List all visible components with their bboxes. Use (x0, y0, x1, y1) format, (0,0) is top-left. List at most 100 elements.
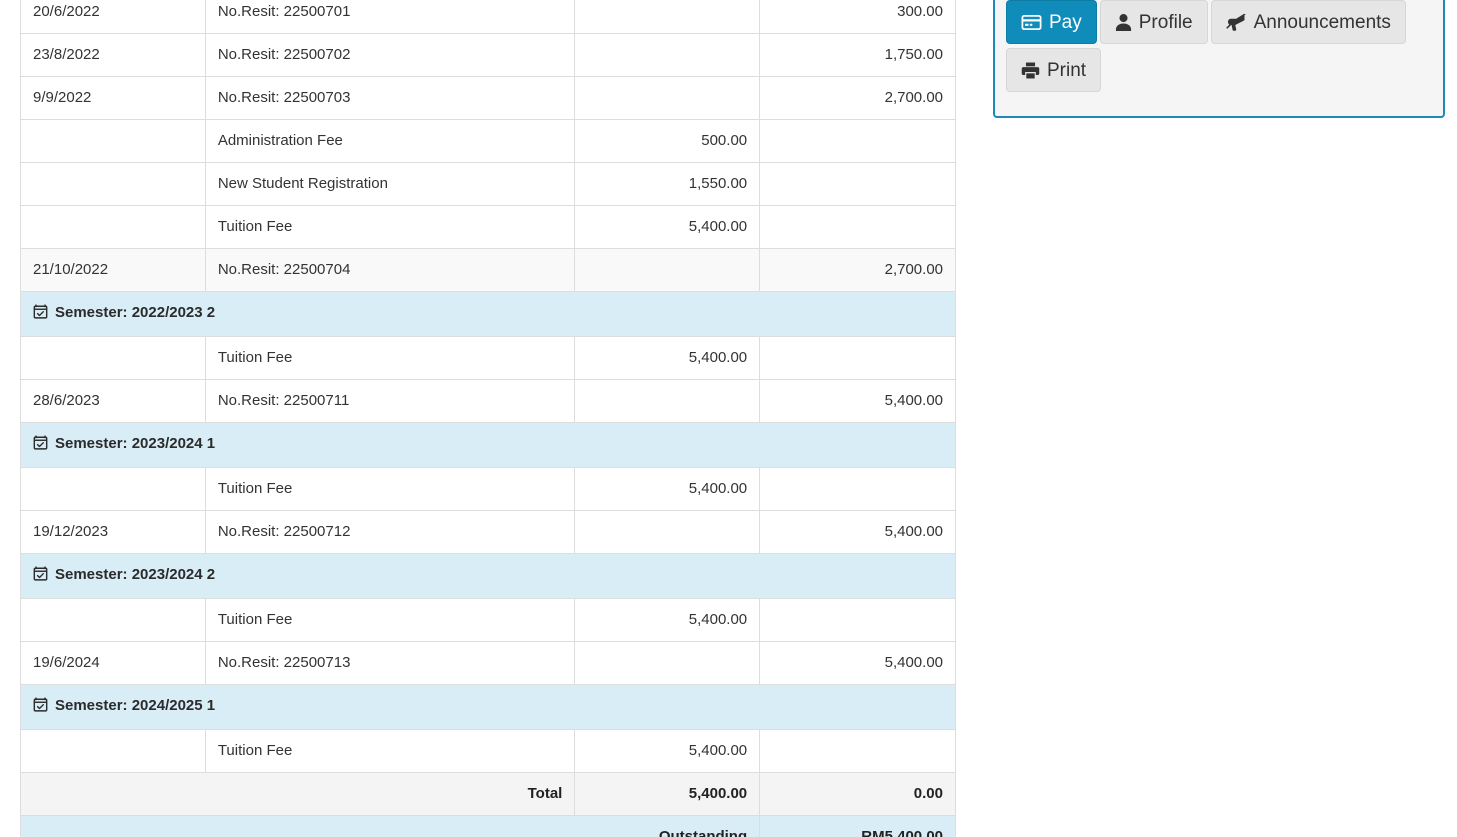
announcements-button[interactable]: Announcements (1210, 0, 1406, 44)
semester-header-row: Semester: 2023/2024 1 (20, 422, 956, 468)
statement-table-body: 20/6/2022 No.Resit: 22500701 300.00 23/8/20… (19, 0, 956, 837)
row-description: Tuition Fee (204, 729, 576, 773)
calendar-check-icon (33, 566, 48, 587)
outstanding-row: Outstanding RM5,400.00 (19, 815, 956, 837)
row-debit: 5,400.00 (574, 467, 761, 511)
credit-card-icon (1021, 12, 1042, 33)
semester-header-row: Semester: 2022/2023 2 (20, 291, 956, 337)
outstanding-amount: RM5,400.00 (759, 815, 956, 837)
row-credit (759, 467, 956, 511)
calendar-check-icon (33, 435, 48, 456)
semester-header-cell: Semester: 2022/2023 2 (20, 291, 956, 337)
row-description: No.Resit: 22500702 (204, 33, 576, 77)
row-description: No.Resit: 22500703 (204, 76, 576, 120)
row-credit: 2,700.00 (759, 248, 956, 292)
row-debit: 5,400.00 (574, 336, 761, 380)
row-description: Tuition Fee (204, 467, 576, 511)
print-button[interactable]: Print (1006, 48, 1102, 92)
semester-label: Semester: 2023/2024 2 (55, 566, 216, 583)
row-credit (759, 336, 956, 380)
row-date (20, 336, 206, 380)
table-row: 19/6/2024 No.Resit: 22500713 5,400.00 (20, 641, 956, 685)
total-label: Total (19, 772, 576, 816)
table-row: 20/6/2022 No.Resit: 22500701 300.00 (20, 0, 956, 34)
table-row: 9/9/2022 No.Resit: 22500703 2,700.00 (20, 76, 956, 120)
row-credit: 1,750.00 (759, 33, 956, 77)
row-date (20, 729, 206, 773)
table-row: Tuition Fee 5,400.00 (20, 205, 956, 249)
table-row: Administration Fee 500.00 (20, 119, 956, 163)
semester-label: Semester: 2022/2023 2 (55, 304, 216, 321)
row-date: 20/6/2022 (20, 0, 206, 34)
row-credit: 2,700.00 (759, 76, 956, 120)
button-label: Pay (1049, 11, 1082, 33)
row-description: No.Resit: 22500713 (204, 641, 576, 685)
statement-table-container: 20/6/2022 No.Resit: 22500701 300.00 23/8/20… (19, 0, 956, 837)
row-description: No.Resit: 22500704 (204, 248, 576, 292)
row-description: Administration Fee (204, 119, 576, 163)
action-panel: Pay Profile Announcements Print (993, 0, 1445, 118)
semester-header-row: Semester: 2023/2024 2 (20, 553, 956, 599)
row-debit: 5,400.00 (574, 729, 761, 773)
row-description: Tuition Fee (204, 336, 576, 380)
row-debit (574, 379, 761, 423)
printer-icon (1021, 61, 1040, 80)
table-row: 21/10/2022 No.Resit: 22500704 2,700.00 (20, 248, 956, 292)
row-debit (574, 641, 761, 685)
row-debit: 5,400.00 (574, 598, 761, 642)
table-row: Tuition Fee 5,400.00 (20, 336, 956, 380)
calendar-check-icon (33, 304, 48, 325)
semester-label: Semester: 2024/2025 1 (55, 697, 216, 714)
row-description: No.Resit: 22500701 (204, 0, 576, 34)
row-debit: 5,400.00 (574, 205, 761, 249)
row-credit (759, 729, 956, 773)
row-debit (574, 510, 761, 554)
total-credit: 0.00 (759, 772, 956, 816)
pay-button[interactable]: Pay (1006, 0, 1097, 44)
table-row: 19/12/2023 No.Resit: 22500712 5,400.00 (20, 510, 956, 554)
table-row: Tuition Fee 5,400.00 (20, 729, 956, 773)
table-row: 23/8/2022 No.Resit: 22500702 1,750.00 (20, 33, 956, 77)
row-debit: 500.00 (574, 119, 761, 163)
row-date: 19/6/2024 (20, 641, 206, 685)
outstanding-label: Outstanding (19, 815, 761, 837)
row-credit: 5,400.00 (759, 379, 956, 423)
row-date (20, 467, 206, 511)
button-label: Announcements (1253, 11, 1391, 33)
row-description: New Student Registration (204, 162, 576, 206)
row-date: 19/12/2023 (20, 510, 206, 554)
row-date: 21/10/2022 (20, 248, 206, 292)
row-debit (574, 0, 761, 34)
button-label: Profile (1138, 11, 1193, 33)
row-date: 28/6/2023 (20, 379, 206, 423)
user-icon (1115, 13, 1132, 32)
row-credit: 5,400.00 (759, 641, 956, 685)
row-debit (574, 248, 761, 292)
row-credit (759, 205, 956, 249)
total-row: Total 5,400.00 0.00 (19, 772, 956, 816)
row-credit (759, 162, 956, 206)
row-credit: 300.00 (759, 0, 956, 34)
row-description: Tuition Fee (204, 598, 576, 642)
table-row: Tuition Fee 5,400.00 (20, 598, 956, 642)
table-row: 28/6/2023 No.Resit: 22500711 5,400.00 (20, 379, 956, 423)
row-credit (759, 598, 956, 642)
semester-header-cell: Semester: 2024/2025 1 (20, 684, 956, 730)
row-debit: 1,550.00 (574, 162, 761, 206)
row-date (20, 598, 206, 642)
row-date (20, 162, 206, 206)
fee-statement-table: 20/6/2022 No.Resit: 22500701 300.00 23/8/20… (19, 0, 956, 837)
table-row: Tuition Fee 5,400.00 (20, 467, 956, 511)
row-date (20, 119, 206, 163)
row-date (20, 205, 206, 249)
bullhorn-icon (1226, 13, 1247, 32)
semester-header-cell: Semester: 2023/2024 1 (20, 422, 956, 468)
semester-header-cell: Semester: 2023/2024 2 (20, 553, 956, 599)
table-row: New Student Registration 1,550.00 (20, 162, 956, 206)
row-credit: 5,400.00 (759, 510, 956, 554)
row-date: 23/8/2022 (20, 33, 206, 77)
semester-label: Semester: 2023/2024 1 (55, 435, 216, 452)
row-debit (574, 76, 761, 120)
profile-button[interactable]: Profile (1099, 0, 1208, 44)
